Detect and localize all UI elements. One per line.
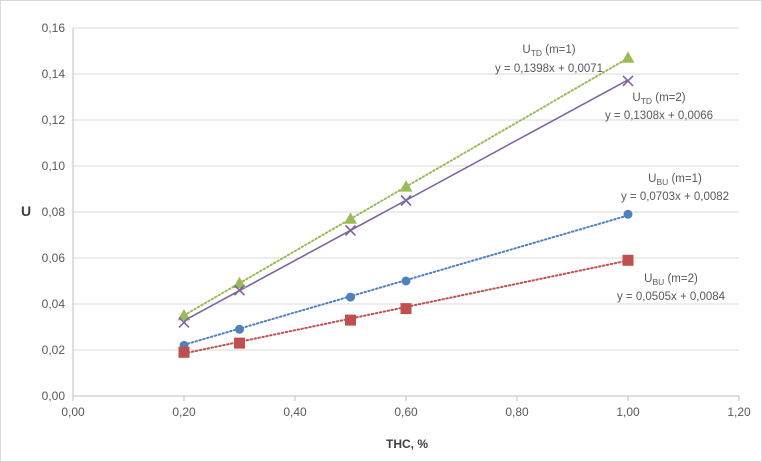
data-point-s2-4 xyxy=(400,194,412,207)
data-point-s4-3 xyxy=(345,314,356,326)
data-point-s2-3 xyxy=(344,224,357,236)
gridlines xyxy=(73,27,739,351)
data-point-s4-2 xyxy=(234,337,245,349)
y-tick-label: 0,08 xyxy=(42,205,66,219)
x-tick-label: 0,60 xyxy=(394,405,418,419)
x-axis-title: THC, % xyxy=(386,437,428,451)
y-tick-label: 0,14 xyxy=(42,67,66,81)
x-tick-label: 0,00 xyxy=(61,405,85,419)
data-point-s3-3 xyxy=(346,292,355,302)
series-annotations: UTD (m=1) y = 0,1398x + 0,0071 UTD (m=2) y … xyxy=(495,44,729,303)
data-point-s1-4 xyxy=(399,180,413,192)
x-tick-label: 1,20 xyxy=(727,405,751,419)
trendline-4 xyxy=(183,259,629,355)
data-point-s1-5 xyxy=(621,51,635,63)
data-point-s4-5 xyxy=(622,254,634,266)
y-tick-label: 0,00 xyxy=(42,389,66,403)
series-label-3: UBU (m=1) xyxy=(648,173,702,187)
x-tick-label: 0,40 xyxy=(283,405,307,419)
trendline-equation-1: y = 0,1398x + 0,0071 xyxy=(495,63,603,75)
y-axis-title: U xyxy=(21,203,31,219)
data-point-s3-5 xyxy=(623,209,633,219)
series-label-2: UTD (m=2) xyxy=(632,92,685,106)
y-tick-label: 0,06 xyxy=(42,251,66,265)
data-point-s2-1 xyxy=(178,316,190,328)
x-tick-label: 0,80 xyxy=(505,405,529,419)
y-tick-labels: 0,00 0,02 0,04 0,06 0,08 0,10 0,12 0,14 0,16 xyxy=(42,21,66,403)
data-point-s2-5 xyxy=(622,75,634,87)
trendline-equation-4: y = 0,0505x + 0,0084 xyxy=(617,291,726,303)
x-tick-label: 1,00 xyxy=(616,405,640,419)
y-tick-label: 0,04 xyxy=(42,297,66,311)
x-tick-labels: 0,00 0,20 0,40 0,60 0,80 1,00 1,20 xyxy=(61,405,751,419)
data-markers xyxy=(177,51,635,358)
trendline-equation-3: y = 0,0703x + 0,0082 xyxy=(621,191,729,203)
data-point-s3-4 xyxy=(401,276,411,286)
y-tick-label: 0,10 xyxy=(42,159,66,173)
x-tick-label: 0,20 xyxy=(172,405,196,419)
data-point-s3-2 xyxy=(235,324,244,334)
data-point-s1-3 xyxy=(344,212,357,224)
y-tick-label: 0,12 xyxy=(42,113,66,127)
trendline-equation-2: y = 0,1308x + 0,0066 xyxy=(605,110,713,122)
y-tick-label: 0,02 xyxy=(42,343,66,357)
series-label-4: UBU (m=2) xyxy=(644,273,698,287)
data-point-s1-1 xyxy=(177,309,191,321)
series-label-1: UTD (m=1) xyxy=(522,44,575,58)
data-point-s2-2 xyxy=(233,284,246,296)
axes xyxy=(72,28,740,401)
data-point-s1-2 xyxy=(233,276,246,289)
y-tick-label: 0,16 xyxy=(42,21,66,35)
data-point-s4-4 xyxy=(400,303,412,315)
data-point-s4-1 xyxy=(178,346,190,358)
